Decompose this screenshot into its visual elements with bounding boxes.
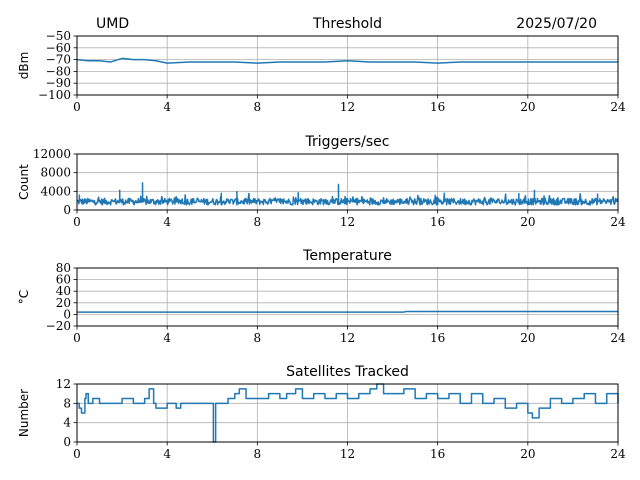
x-tick-label: 12 [340,100,355,114]
y-axis-label: °C [17,290,31,304]
y-tick-label: 0 [63,203,71,217]
chart-title: Triggers/sec [305,134,390,150]
x-tick-label: 8 [254,100,262,114]
x-tick-label: 24 [610,215,626,229]
y-tick-label: −50 [46,29,71,43]
chart-title: Temperature [302,248,392,264]
y-tick-label: 0 [63,307,71,321]
chart-satellites: 0 4 8 12 16 20 24 12 8 4 0 Satellites Tracked Number [17,364,626,461]
x-tick-label: 0 [73,215,81,229]
x-tick-label: 12 [340,447,355,461]
x-tick-label: 8 [254,215,262,229]
y-tick-label: 8000 [40,166,71,180]
x-tick-label: 16 [430,331,445,345]
y-tick-label: 4000 [40,184,71,198]
y-tick-label: 8 [63,396,71,410]
y-tick-label: 60 [56,273,71,287]
y-tick-label: 80 [56,261,71,275]
x-tick-label: 4 [163,100,171,114]
y-tick-label: −60 [46,41,71,55]
y-tick-label: 12000 [33,147,71,161]
y-tick-label: −90 [46,76,71,90]
x-tick-label: 16 [430,100,445,114]
x-tick-label: 20 [520,100,535,114]
x-tick-label: 24 [610,447,626,461]
x-tick-label: 4 [163,331,171,345]
x-tick-label: 24 [610,100,626,114]
y-tick-label: −20 [46,319,71,333]
x-tick-label: 0 [73,331,81,345]
x-tick-label: 12 [340,331,355,345]
x-tick-label: 4 [163,215,171,229]
chart-threshold: 0 4 8 12 16 20 24 −50−60−70−80−90−100 Threshold d… [17,16,626,114]
x-tick-label: 16 [430,215,445,229]
series-line-threshold [76,57,618,64]
x-tick-label: 20 [520,447,535,461]
series-line-triggers [76,182,619,206]
chart-title: Satellites Tracked [286,364,409,380]
x-tick-label: 0 [73,447,81,461]
y-tick-label: 4 [63,416,71,430]
date-label: 2025/07/20 [516,16,597,32]
y-tick-label: 40 [56,284,71,298]
x-tick-label: 20 [520,215,535,229]
x-tick-label: 24 [610,331,626,345]
x-tick-label: 4 [163,447,171,461]
series-line-temperature [77,310,618,313]
y-axis-label: dBm [17,52,31,80]
y-axis-label: Count [17,164,31,200]
x-tick-label: 0 [73,100,81,114]
x-tick-label: 8 [254,331,262,345]
x-tick-label: 16 [430,447,445,461]
y-tick-label: 12 [56,377,71,391]
y-tick-label: 0 [63,435,71,449]
x-tick-label: 8 [254,447,262,461]
chart-triggers: 0 4 8 12 16 20 24 12000 8000 4000 0 Triggers/sec Cou… [17,134,626,229]
y-tick-label: −100 [38,88,71,102]
x-tick-label: 20 [520,331,535,345]
y-axis-label: Number [17,389,31,437]
x-tick-label: 12 [340,215,355,229]
series-line-satellites [77,383,619,443]
chart-title: Threshold [312,16,382,32]
site-label: UMD [96,16,129,32]
y-tick-label: 20 [56,296,71,310]
y-tick-label: −70 [46,53,71,67]
y-tick-label: −80 [46,64,71,78]
